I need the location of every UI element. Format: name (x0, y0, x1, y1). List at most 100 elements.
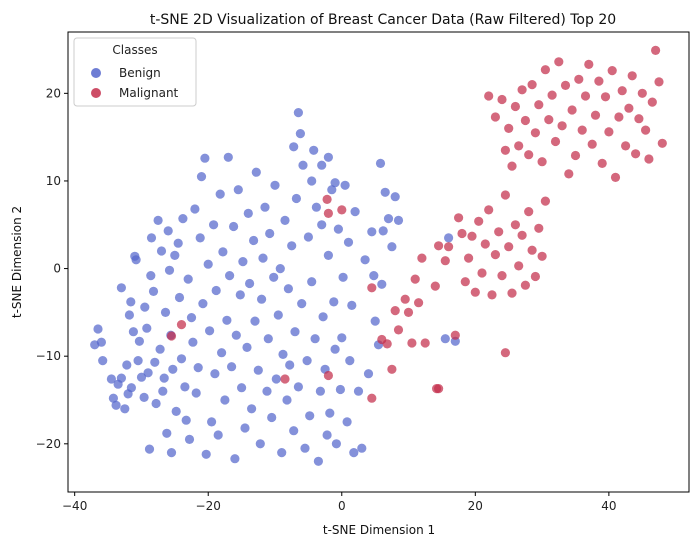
malignant-point (534, 223, 544, 233)
malignant-point (176, 320, 187, 330)
benign-point (126, 297, 136, 307)
benign-point (126, 383, 136, 393)
chart-title: t-SNE 2D Visualization of Breast Cancer … (150, 12, 616, 28)
benign-point (146, 271, 156, 281)
benign-point (133, 356, 143, 366)
legend-label-benign: Benign (119, 66, 161, 80)
benign-point (267, 412, 277, 423)
malignant-point (337, 205, 347, 215)
malignant-point (387, 364, 397, 374)
benign-point (290, 327, 300, 337)
malignant-point (540, 196, 551, 206)
malignant-point (600, 92, 611, 102)
malignant-point (420, 338, 430, 348)
malignant-point (514, 141, 524, 151)
benign-point (188, 337, 198, 347)
malignant-point (410, 274, 420, 284)
benign-point (318, 312, 328, 322)
benign-point (323, 250, 333, 260)
benign-point (375, 158, 386, 168)
benign-point (273, 310, 283, 320)
benign-point (108, 393, 118, 403)
benign-point (210, 369, 220, 379)
malignant-point (497, 94, 507, 105)
benign-point (369, 271, 379, 281)
malignant-point (450, 330, 460, 340)
x-tick-label: 0 (338, 499, 346, 513)
benign-point (159, 373, 169, 383)
benign-point (283, 284, 293, 294)
benign-point (209, 220, 219, 230)
benign-point (180, 382, 190, 392)
benign-point (310, 334, 320, 344)
benign-point (337, 333, 347, 343)
benign-point (168, 364, 178, 374)
benign-point (380, 187, 390, 197)
benign-point (131, 255, 141, 265)
benign-point (237, 383, 247, 393)
malignant-point (641, 125, 651, 135)
malignant-point (564, 169, 574, 179)
benign-point (293, 108, 303, 118)
benign-point (317, 160, 327, 170)
malignant-point (367, 283, 377, 293)
malignant-point (454, 213, 464, 223)
benign-point (245, 278, 255, 289)
benign-point (163, 226, 173, 236)
benign-point (136, 372, 147, 382)
benign-point (142, 323, 152, 333)
benign-point (111, 400, 121, 410)
benign-point (170, 250, 180, 260)
benign-point (270, 180, 280, 190)
malignant-point (647, 97, 657, 107)
malignant-point (524, 207, 534, 217)
benign-point (205, 326, 215, 336)
benign-point (128, 327, 138, 337)
benign-point (309, 145, 319, 155)
benign-point (150, 357, 160, 367)
benign-point (140, 302, 150, 312)
malignant-point (614, 112, 624, 122)
malignant-point (594, 76, 604, 86)
malignant-point (440, 256, 450, 266)
malignant-point (651, 45, 661, 56)
benign-point (220, 395, 230, 405)
benign-point (333, 224, 343, 234)
legend: Classes Benign Malignant (73, 37, 197, 107)
malignant-point (584, 59, 594, 69)
benign-point (323, 152, 333, 162)
benign-point (178, 214, 188, 224)
benign-point (293, 382, 303, 392)
malignant-point (323, 208, 333, 218)
benign-point (330, 344, 340, 354)
benign-point (120, 404, 130, 414)
malignant-point (517, 85, 527, 95)
malignant-point (477, 268, 487, 278)
benign-point (271, 374, 281, 384)
malignant-point (580, 91, 591, 101)
benign-point (258, 253, 268, 263)
malignant-point (540, 65, 551, 75)
malignant-point (524, 150, 534, 160)
benign-point (367, 227, 377, 237)
benign-point (295, 129, 305, 139)
benign-point (191, 388, 201, 398)
malignant-point (490, 112, 500, 122)
malignant-point (610, 172, 621, 182)
benign-point (289, 142, 299, 152)
benign-point (291, 193, 301, 204)
malignant-point (514, 261, 524, 271)
plot-points (90, 45, 667, 466)
malignant-point (500, 348, 510, 358)
benign-point (353, 386, 364, 396)
malignant-point (484, 205, 494, 215)
legend-box (73, 37, 197, 107)
y-tick-label: 10 (46, 174, 61, 188)
benign-point (250, 316, 260, 326)
benign-point (315, 386, 325, 396)
malignant-point (432, 384, 442, 394)
malignant-point (567, 105, 577, 115)
malignant-point (530, 271, 541, 282)
y-axis-label: t-SNE Dimension 2 (10, 206, 24, 318)
malignant-point (494, 227, 504, 237)
